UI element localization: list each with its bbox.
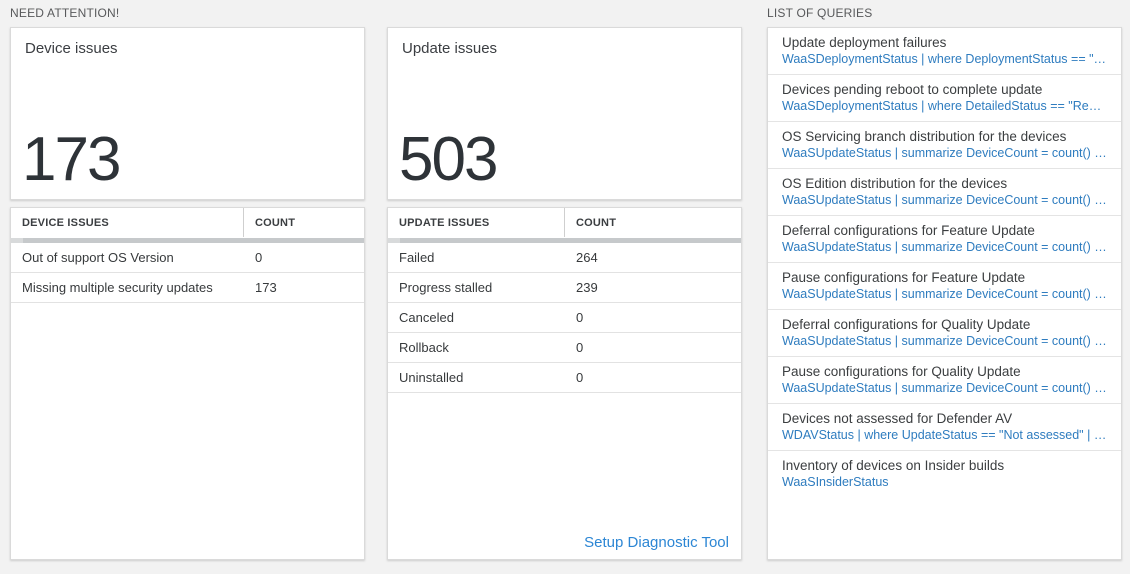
queries-column: LIST OF QUERIES Update deployment failur…: [767, 6, 1122, 560]
query-text[interactable]: WaaSDeploymentStatus | where DeploymentS…: [782, 52, 1107, 66]
table-row[interactable]: Out of support OS Version 0: [11, 243, 364, 273]
query-title: Pause configurations for Feature Update: [782, 270, 1026, 285]
device-issues-column: NEED ATTENTION! Device issues 173 DEVICE…: [10, 6, 365, 560]
issue-count: 0: [255, 250, 263, 265]
query-list-item[interactable]: Update deployment failures WaaSDeploymen…: [768, 28, 1121, 74]
issue-count: 0: [576, 310, 584, 325]
query-list-item[interactable]: OS Edition distribution for the devices …: [768, 168, 1121, 215]
query-title: Devices not assessed for Defender AV: [782, 411, 1013, 426]
query-title: Deferral configurations for Feature Upda…: [782, 223, 1035, 238]
update-issues-table-header: UPDATE ISSUES COUNT: [388, 208, 741, 237]
query-text[interactable]: WaaSDeploymentStatus | where DetailedSta…: [782, 99, 1107, 113]
issue-label: Out of support OS Version: [22, 250, 174, 265]
table-row[interactable]: Rollback 0: [388, 333, 741, 363]
issue-label: Canceled: [399, 310, 454, 325]
query-list-item[interactable]: Inventory of devices on Insider builds W…: [768, 450, 1121, 497]
query-text[interactable]: WaaSUpdateStatus | summarize DeviceCount…: [782, 334, 1107, 348]
table-row[interactable]: Progress stalled 239: [388, 273, 741, 303]
issue-label: Rollback: [399, 340, 449, 355]
query-text[interactable]: WaaSUpdateStatus | summarize DeviceCount…: [782, 146, 1107, 160]
table-row[interactable]: Failed 264: [388, 243, 741, 273]
queries-list: Update deployment failures WaaSDeploymen…: [767, 27, 1122, 560]
query-title: Update deployment failures: [782, 35, 947, 50]
issue-count: 0: [576, 370, 584, 385]
device-issues-table-body: Out of support OS Version 0 Missing mult…: [11, 243, 364, 303]
query-text[interactable]: WDAVStatus | where UpdateStatus == "Not …: [782, 428, 1107, 442]
query-title: Inventory of devices on Insider builds: [782, 458, 1005, 473]
device-issues-count-column-header: COUNT: [255, 216, 296, 229]
query-title: Deferral configurations for Quality Upda…: [782, 317, 1031, 332]
query-text[interactable]: WaaSInsiderStatus: [782, 475, 889, 489]
table-row[interactable]: Missing multiple security updates 173: [11, 273, 364, 303]
issue-count: 0: [576, 340, 584, 355]
horizontal-scrollbar[interactable]: [388, 238, 741, 243]
update-issues-table-card: UPDATE ISSUES COUNT Failed 264 Progress …: [387, 207, 742, 560]
update-issues-name-column-header: UPDATE ISSUES: [388, 208, 565, 237]
issue-label: Uninstalled: [399, 370, 464, 385]
table-row[interactable]: Uninstalled 0: [388, 363, 741, 393]
update-issues-tile[interactable]: Update issues 503: [387, 27, 742, 200]
update-issues-table-body: Failed 264 Progress stalled 239 Canceled…: [388, 243, 741, 393]
horizontal-scrollbar[interactable]: [11, 238, 364, 243]
device-issues-table-header: DEVICE ISSUES COUNT: [11, 208, 364, 237]
device-issues-name-column-header: DEVICE ISSUES: [11, 208, 244, 237]
update-issues-column: Update issues 503 UPDATE ISSUES COUNT Fa…: [387, 6, 742, 560]
update-issues-tile-title: Update issues: [402, 40, 498, 57]
issue-count: 239: [576, 280, 598, 295]
query-list-item[interactable]: Pause configurations for Feature Update …: [768, 262, 1121, 309]
update-issues-count-column-header: COUNT: [576, 216, 617, 229]
query-list-item[interactable]: Devices not assessed for Defender AV WDA…: [768, 403, 1121, 450]
setup-diagnostic-tool-link[interactable]: Setup Diagnostic Tool: [584, 534, 729, 551]
query-list-item[interactable]: Deferral configurations for Quality Upda…: [768, 309, 1121, 356]
query-title: Devices pending reboot to complete updat…: [782, 82, 1043, 97]
list-of-queries-header: LIST OF QUERIES: [767, 6, 873, 20]
device-issues-tile[interactable]: Device issues 173: [10, 27, 365, 200]
issue-label: Missing multiple security updates: [22, 280, 213, 295]
query-text[interactable]: WaaSUpdateStatus | summarize DeviceCount…: [782, 240, 1107, 254]
query-text[interactable]: WaaSUpdateStatus | summarize DeviceCount…: [782, 287, 1107, 301]
query-title: Pause configurations for Quality Update: [782, 364, 1021, 379]
issue-count: 173: [255, 280, 277, 295]
issue-label: Failed: [399, 250, 435, 265]
issue-label: Progress stalled: [399, 280, 493, 295]
device-issues-count: 173: [22, 125, 121, 194]
query-list-item[interactable]: Pause configurations for Quality Update …: [768, 356, 1121, 403]
issue-count: 264: [576, 250, 598, 265]
query-title: OS Edition distribution for the devices: [782, 176, 1008, 191]
spacer-header: [387, 6, 742, 21]
query-list-item[interactable]: Deferral configurations for Feature Upda…: [768, 215, 1121, 262]
need-attention-header: NEED ATTENTION!: [10, 6, 120, 20]
query-list-item[interactable]: OS Servicing branch distribution for the…: [768, 121, 1121, 168]
update-issues-count: 503: [399, 125, 498, 194]
query-text[interactable]: WaaSUpdateStatus | summarize DeviceCount…: [782, 193, 1107, 207]
query-list-item[interactable]: Devices pending reboot to complete updat…: [768, 74, 1121, 121]
query-text[interactable]: WaaSUpdateStatus | summarize DeviceCount…: [782, 381, 1107, 395]
query-title: OS Servicing branch distribution for the…: [782, 129, 1067, 144]
table-row[interactable]: Canceled 0: [388, 303, 741, 333]
device-issues-table-card: DEVICE ISSUES COUNT Out of support OS Ve…: [10, 207, 365, 560]
device-issues-tile-title: Device issues: [25, 40, 118, 57]
